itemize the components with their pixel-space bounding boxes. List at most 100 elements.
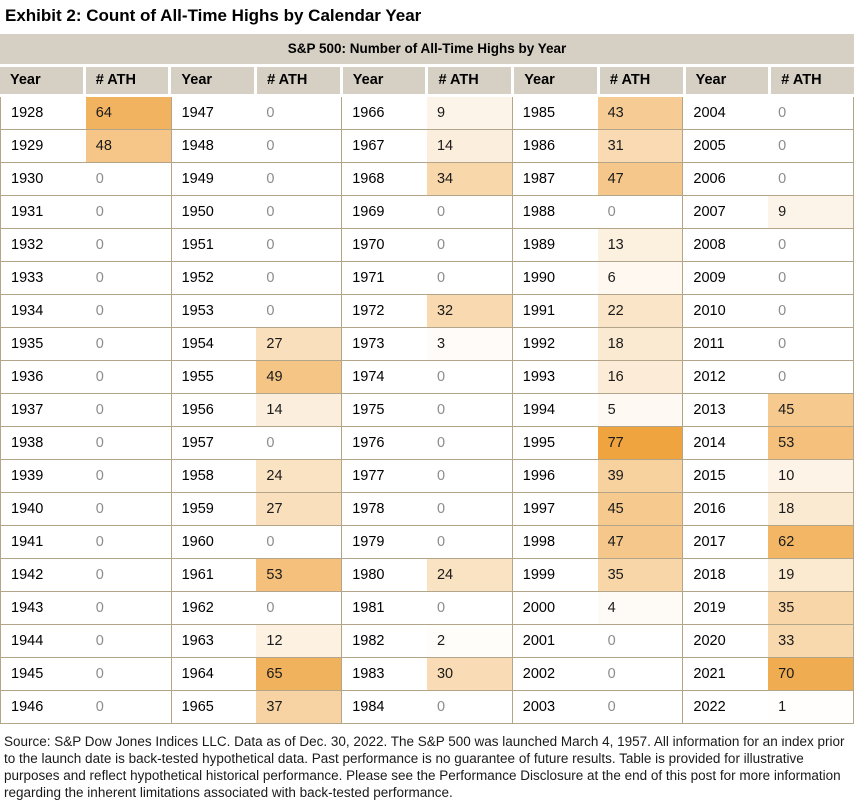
ath-count-cell: 30 [426, 657, 513, 691]
column-header-year: Year [342, 67, 426, 94]
ath-count-cell: 12 [256, 624, 342, 658]
year-cell: 1943 [0, 591, 86, 625]
ath-count-cell: 53 [768, 426, 854, 460]
ath-count-cell: 0 [768, 97, 854, 130]
year-cell: 2012 [682, 360, 769, 394]
table-header-row: Year # ATH Year # ATH Year # ATH Year # ATH Year… [0, 67, 854, 94]
ath-count-cell: 0 [597, 624, 683, 658]
ath-count-cell: 5 [597, 393, 683, 427]
table-row: 1941 0 1960 0 1979 0 1998 47 2017 62 [0, 525, 854, 559]
ath-count-cell: 0 [426, 426, 513, 460]
ath-count-cell: 0 [85, 327, 172, 361]
ath-count-cell: 10 [768, 459, 854, 493]
year-cell: 1972 [341, 294, 427, 328]
year-cell: 1977 [341, 459, 427, 493]
ath-count-cell: 0 [256, 129, 342, 163]
year-cell: 2015 [682, 459, 769, 493]
source-note: Source: S&P Dow Jones Indices LLC. Data … [4, 734, 845, 800]
year-cell: 1947 [170, 97, 257, 130]
ath-count-cell: 0 [85, 690, 172, 724]
year-cell: 1974 [341, 360, 427, 394]
year-cell: 1996 [511, 459, 598, 493]
year-cell: 1989 [511, 228, 598, 262]
ath-count-cell: 0 [85, 360, 172, 394]
column-header-year: Year [514, 67, 597, 94]
year-cell: 1992 [511, 327, 598, 361]
column-header-ath: # ATH [599, 67, 683, 94]
ath-count-cell: 27 [256, 492, 342, 526]
year-cell: 1978 [341, 492, 427, 526]
ath-count-cell: 0 [768, 360, 854, 394]
year-cell: 1959 [170, 492, 257, 526]
year-cell: 1981 [341, 591, 427, 625]
ath-count-cell: 0 [85, 261, 172, 295]
table-row: 1945 0 1964 65 1983 30 2002 0 2021 70 [0, 657, 854, 691]
year-cell: 1934 [0, 294, 86, 328]
ath-count-cell: 47 [597, 525, 683, 559]
table-row: 1943 0 1962 0 1981 0 2000 4 2019 35 [0, 591, 854, 625]
column-header-year: Year [685, 67, 769, 94]
year-cell: 1970 [341, 228, 427, 262]
year-cell: 1931 [0, 195, 86, 229]
ath-count-cell: 37 [256, 690, 342, 724]
ath-count-cell: 0 [85, 294, 172, 328]
column-header-ath: # ATH [257, 67, 340, 94]
year-cell: 2004 [682, 97, 769, 130]
page-title: Exhibit 2: Count of All-Time Highs by Ca… [5, 6, 422, 25]
year-cell: 1951 [170, 228, 257, 262]
year-cell: 1984 [341, 690, 427, 724]
ath-count-cell: 0 [256, 591, 342, 625]
table-row: 1934 0 1953 0 1972 32 1991 22 2010 0 [0, 294, 854, 328]
year-cell: 1955 [170, 360, 257, 394]
year-cell: 1968 [341, 162, 427, 196]
table-title-band: S&P 500: Number of All-Time Highs by Yea… [0, 34, 854, 64]
table-row: 1940 0 1959 27 1978 0 1997 45 2016 18 [0, 492, 854, 526]
ath-count-cell: 47 [597, 162, 683, 196]
ath-count-cell: 0 [597, 657, 683, 691]
year-cell: 1941 [0, 525, 86, 559]
year-cell: 1991 [511, 294, 598, 328]
column-header-ath: # ATH [85, 67, 169, 94]
year-cell: 1953 [170, 294, 257, 328]
ath-count-cell: 1 [768, 690, 854, 724]
ath-count-cell: 0 [768, 327, 854, 361]
ath-count-cell: 70 [768, 657, 854, 691]
table-row: 1936 0 1955 49 1974 0 1993 16 2012 0 [0, 360, 854, 394]
year-cell: 1998 [511, 525, 598, 559]
ath-count-cell: 0 [85, 525, 172, 559]
year-cell: 1999 [511, 558, 598, 592]
ath-count-cell: 0 [426, 393, 513, 427]
ath-count-cell: 48 [85, 129, 172, 163]
ath-count-cell: 4 [597, 591, 683, 625]
year-cell: 1960 [170, 525, 257, 559]
ath-count-cell: 0 [85, 228, 172, 262]
year-cell: 1928 [0, 97, 86, 130]
ath-count-cell: 64 [85, 97, 172, 130]
year-cell: 2014 [682, 426, 769, 460]
ath-count-cell: 0 [768, 294, 854, 328]
year-cell: 1997 [511, 492, 598, 526]
year-cell: 2011 [682, 327, 769, 361]
year-cell: 1979 [341, 525, 427, 559]
ath-count-cell: 39 [597, 459, 683, 493]
ath-count-cell: 0 [426, 690, 513, 724]
ath-count-cell: 35 [597, 558, 683, 592]
year-cell: 2003 [511, 690, 598, 724]
table-row: 1928 64 1947 0 1966 9 1985 43 2004 0 [0, 97, 854, 130]
year-cell: 2019 [682, 591, 769, 625]
ath-count-cell: 0 [768, 129, 854, 163]
ath-count-cell: 0 [426, 195, 513, 229]
year-cell: 1971 [341, 261, 427, 295]
year-cell: 1954 [170, 327, 257, 361]
ath-count-cell: 0 [426, 360, 513, 394]
year-cell: 1940 [0, 492, 86, 526]
year-cell: 1990 [511, 261, 598, 295]
ath-count-cell: 49 [256, 360, 342, 394]
ath-count-cell: 0 [85, 195, 172, 229]
ath-count-cell: 19 [768, 558, 854, 592]
year-cell: 2022 [682, 690, 769, 724]
year-cell: 1966 [341, 97, 427, 130]
table-row: 1946 0 1965 37 1984 0 2003 0 2022 1 [0, 690, 854, 724]
year-cell: 2017 [682, 525, 769, 559]
